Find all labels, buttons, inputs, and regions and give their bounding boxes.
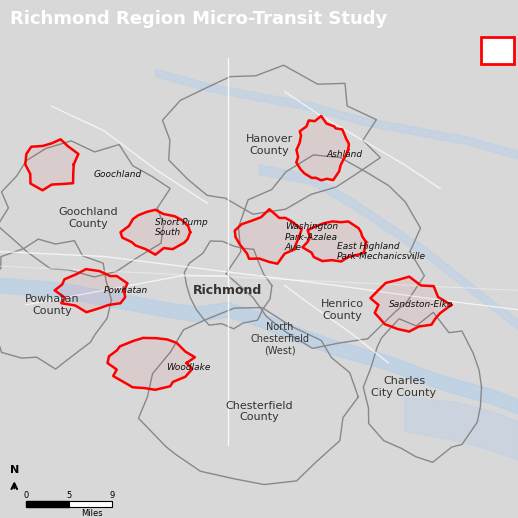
Text: North
Chesterfield
(West): North Chesterfield (West)	[250, 322, 309, 355]
Text: Washington
Park-Azalea
Ave: Washington Park-Azalea Ave	[285, 222, 338, 252]
Text: Short Pump
South: Short Pump South	[155, 218, 208, 237]
Polygon shape	[303, 221, 366, 262]
Text: 9: 9	[110, 491, 115, 500]
Polygon shape	[121, 210, 190, 255]
Bar	[481, 37, 514, 64]
Polygon shape	[54, 269, 127, 312]
Text: Hanover
County: Hanover County	[246, 134, 293, 156]
Text: Henrico
County: Henrico County	[320, 299, 364, 321]
Polygon shape	[25, 139, 78, 190]
Polygon shape	[296, 116, 349, 180]
Text: Goochland: Goochland	[93, 169, 141, 179]
Bar	[26, 501, 69, 508]
Text: Goochland
County: Goochland County	[58, 207, 118, 228]
Polygon shape	[235, 209, 301, 264]
Text: Woodlake: Woodlake	[166, 363, 210, 372]
Text: N: N	[10, 465, 19, 474]
Text: Ashland: Ashland	[326, 150, 363, 159]
Text: Richmond: Richmond	[193, 284, 263, 297]
Text: Chesterfield
County: Chesterfield County	[225, 400, 293, 422]
Text: 5: 5	[66, 491, 71, 500]
Text: East Highland
Park-Mechanicsville: East Highland Park-Mechanicsville	[337, 242, 426, 261]
Text: Powhatan: Powhatan	[104, 286, 148, 295]
Polygon shape	[370, 277, 451, 332]
Bar	[69, 501, 112, 508]
Text: Charles
City County: Charles City County	[371, 377, 437, 398]
Text: Miles: Miles	[81, 509, 103, 518]
Polygon shape	[107, 338, 195, 390]
Text: Richmond Region Micro-Transit Study: Richmond Region Micro-Transit Study	[10, 9, 387, 27]
Text: 0: 0	[23, 491, 28, 500]
Text: Powhatan
County: Powhatan County	[24, 294, 79, 315]
Text: Sandston-Elko: Sandston-Elko	[388, 300, 453, 309]
